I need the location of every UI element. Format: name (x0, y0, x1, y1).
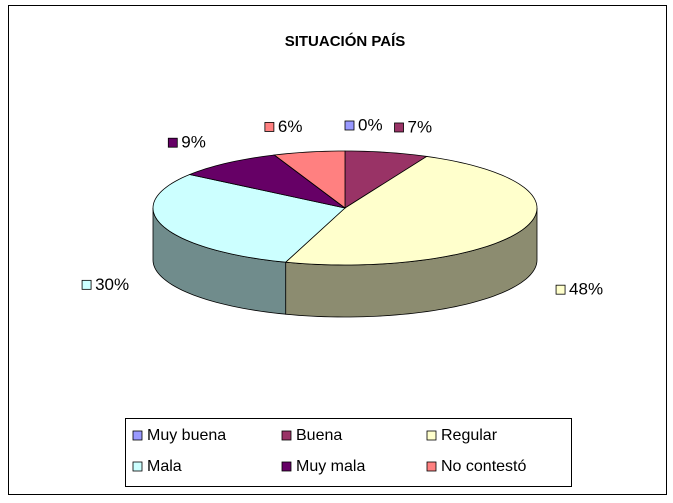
data-label-key (264, 122, 275, 132)
data-label-key (81, 279, 92, 290)
legend-label: Regular (441, 427, 498, 444)
data-label-key (555, 284, 566, 295)
legend-key (281, 461, 292, 472)
data-label: 6% (278, 117, 303, 136)
legend-label: Buena (296, 427, 342, 444)
data-label: 9% (181, 133, 206, 152)
data-label-key (167, 137, 178, 148)
legend-label: Mala (147, 458, 182, 475)
legend-key (132, 461, 143, 472)
legend-key (426, 430, 437, 441)
legend-label: Muy mala (296, 458, 365, 475)
data-label-key (394, 122, 404, 133)
slice (273, 150, 346, 209)
data-label: 30% (95, 275, 129, 294)
data-label-key (344, 120, 355, 131)
legend-key (281, 430, 292, 441)
slice (284, 156, 538, 266)
data-label: 0% (358, 115, 383, 134)
legend-key (426, 461, 437, 472)
legend-key (132, 430, 143, 441)
data-label: 48% (569, 280, 603, 299)
chart-title: SITUACIÓN PAÍS (285, 32, 406, 50)
slice (188, 154, 346, 209)
slice (152, 174, 346, 263)
legend-label: No contestó (441, 458, 526, 475)
legend-box (125, 418, 572, 487)
data-label: 7% (408, 117, 433, 136)
legend-label: Muy buena (147, 427, 226, 444)
slice (344, 150, 428, 209)
